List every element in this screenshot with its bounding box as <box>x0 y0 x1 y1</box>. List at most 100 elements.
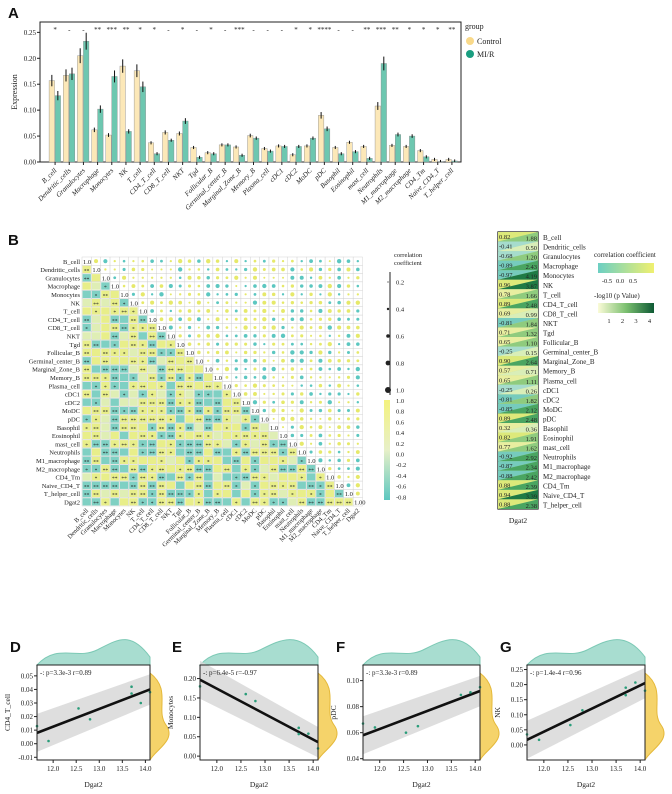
y-tick-label: 0.05 <box>511 726 524 734</box>
x-axis-label: Dgat2 <box>509 516 528 525</box>
y-tick-label: 0.00 <box>511 741 524 749</box>
p-cell <box>498 346 538 357</box>
matrix-cell-fill <box>222 415 232 423</box>
significance-mark: ** <box>205 418 211 424</box>
significance-mark: * <box>141 343 144 349</box>
color-legend-label: 0.2 <box>396 441 404 448</box>
data-point <box>307 732 310 735</box>
matrix-circle <box>337 351 341 354</box>
matrix-cell-fill <box>110 498 119 506</box>
matrix-circle <box>271 325 276 330</box>
matrix-cell-fill <box>260 465 269 473</box>
significance-mark: * <box>291 493 294 499</box>
matrix-cell-fill <box>166 357 175 365</box>
matrix-circle <box>197 284 201 288</box>
significance-mark: * <box>160 385 163 391</box>
significance-mark: ** <box>140 352 146 358</box>
row-label: B_cell <box>63 259 80 266</box>
matrix-cell-fill <box>316 489 325 498</box>
significance-mark: ** <box>84 368 90 374</box>
diagonal-value: 1.00 <box>214 375 225 382</box>
matrix-cell-fill <box>147 373 157 381</box>
matrix-cell-fill <box>157 348 166 357</box>
significance-mark: ** <box>252 476 258 482</box>
matrix-cell-fill <box>185 440 194 448</box>
matrix-circle <box>178 259 183 264</box>
matrix-cell-fill <box>250 498 260 506</box>
p-cell <box>498 260 538 271</box>
p-value: 2.39 <box>526 484 537 491</box>
diagonal-value: 1.00 <box>289 441 300 448</box>
matrix-circle <box>151 268 154 271</box>
matrix-cell-fill <box>110 398 119 406</box>
x-tick-label: 13.0 <box>259 765 272 773</box>
matrix-cell-fill <box>119 465 129 473</box>
x-tick-label: NKT <box>170 166 187 183</box>
matrix-cell-fill <box>260 431 269 440</box>
matrix-circle <box>132 276 135 279</box>
matrix-circle <box>225 375 229 379</box>
matrix-circle <box>197 276 201 280</box>
matrix-cell-fill <box>147 456 157 464</box>
matrix-circle <box>187 342 192 346</box>
matrix-cell-fill <box>147 340 157 348</box>
matrix-cell-fill <box>269 431 278 440</box>
significance-mark: * <box>132 476 135 482</box>
significance-mark: ** <box>205 385 211 391</box>
significance-mark: * <box>272 501 275 507</box>
matrix-circle <box>299 400 304 405</box>
matrix-cell-fill <box>91 332 101 340</box>
matrix-circle <box>281 342 285 346</box>
matrix-circle <box>356 276 360 280</box>
matrix-circle <box>253 325 257 330</box>
row-label: CD4_Tm <box>55 475 80 482</box>
significance-mark: * <box>85 443 88 449</box>
significance-mark: ** <box>168 493 174 499</box>
matrix-circle <box>271 284 276 288</box>
r-value: -0.88 <box>499 473 513 480</box>
matrix-cell-fill <box>213 473 222 481</box>
significance-mark: ** <box>140 435 146 441</box>
matrix-circle <box>318 308 323 313</box>
significance-mark: ** <box>327 501 333 507</box>
matrix-circle <box>197 293 201 296</box>
matrix-circle <box>141 276 144 279</box>
significance-mark: * <box>141 393 144 399</box>
matrix-cell-fill <box>297 481 306 489</box>
r-value: 0.65 <box>499 377 510 384</box>
matrix-cell-fill <box>176 448 185 456</box>
significance-mark: * <box>104 385 107 391</box>
p-value: 2.38 <box>526 503 537 510</box>
significance-mark: ** <box>149 335 155 341</box>
significance-mark: ** <box>159 476 165 482</box>
matrix-circle <box>347 276 350 279</box>
matrix-cell-fill <box>232 465 241 473</box>
matrix-circle <box>104 268 107 271</box>
significance-mark: * <box>123 393 126 399</box>
significance-mark: ** <box>159 401 165 407</box>
y-tick-label: 0.20 <box>24 55 37 63</box>
matrix-cell-fill <box>176 440 185 448</box>
y-tick-label: 0.10 <box>24 107 37 115</box>
row-label: cDC2 <box>65 400 80 407</box>
matrix-circle <box>346 350 350 354</box>
x-tick-label: 13.0 <box>93 765 106 773</box>
bar-control <box>148 142 154 163</box>
matrix-cell-fill <box>166 365 175 373</box>
matrix-circle <box>356 309 360 313</box>
row-label: Neutrophils <box>543 454 576 462</box>
row-label: T_helper_cell <box>44 491 80 498</box>
significance-mark: * <box>188 460 191 466</box>
significance-mark: ** <box>149 327 155 333</box>
significance-mark: * <box>216 385 219 391</box>
significance-label: *** <box>234 26 245 34</box>
matrix-circle <box>281 358 285 363</box>
matrix-cell-fill <box>278 498 288 506</box>
matrix-circle <box>300 367 304 371</box>
y-axis-label: Monocytes <box>166 696 175 729</box>
matrix-circle <box>327 325 332 330</box>
row-label: B_cell <box>543 234 561 242</box>
significance-label: - <box>281 26 284 34</box>
p-legend-label: 3 <box>634 318 637 325</box>
matrix-cell-fill <box>110 431 119 440</box>
